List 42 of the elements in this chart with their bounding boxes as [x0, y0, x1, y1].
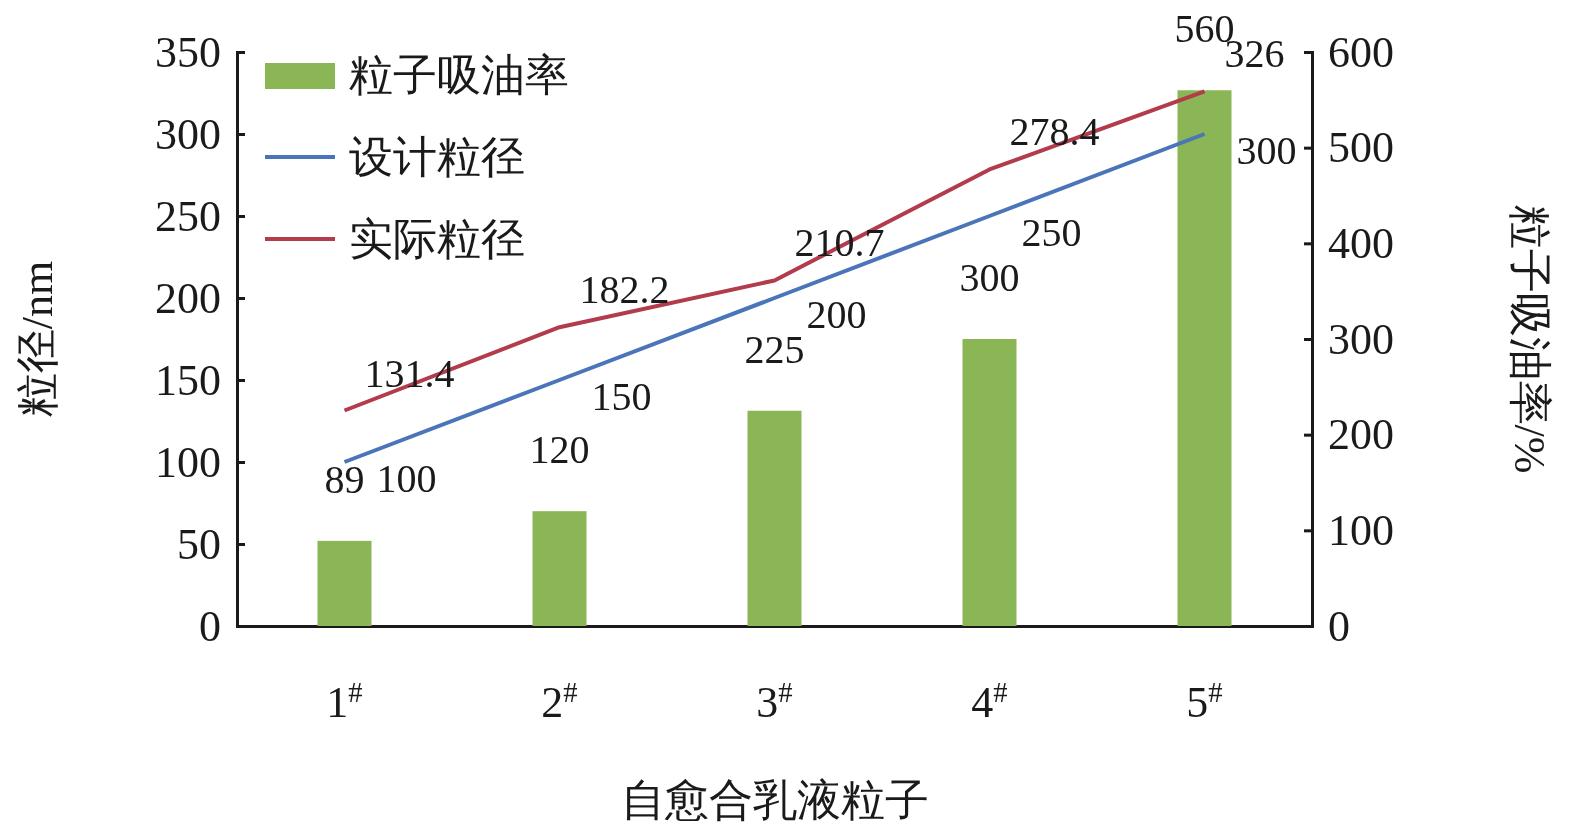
data-label: 225 [744, 326, 805, 372]
x-tick-label: 3$^{#}$ [756, 676, 793, 728]
legend-label: 粒子吸油率 [349, 51, 569, 100]
y2-tick-label: 400 [1328, 218, 1394, 268]
y2-axis-title: 粒子吸油率/% [1505, 204, 1554, 474]
x-tick-label: 4$^{#}$ [971, 676, 1008, 728]
y2-tick-label: 100 [1328, 505, 1394, 555]
data-label: 120 [529, 427, 590, 473]
y2-tick-label: 600 [1328, 27, 1394, 77]
bar [962, 339, 1017, 626]
legend-label: 设计粒径 [349, 133, 525, 182]
y-axis-title: 粒径/nm [13, 260, 62, 418]
data-label: 150 [591, 374, 652, 419]
data-label: 250 [1021, 210, 1082, 255]
data-label: 300 [1236, 128, 1297, 173]
y-tick-label: 150 [155, 355, 221, 405]
x-axis-title: 自愈合乳液粒子 [620, 776, 929, 825]
data-label: 89 [324, 456, 365, 502]
data-label: 278.4 [1009, 109, 1100, 155]
y-tick-label: 350 [155, 27, 221, 77]
y-tick-label: 50 [177, 519, 221, 569]
y2-tick-label: 300 [1328, 314, 1394, 364]
data-label: 300 [959, 255, 1020, 300]
bar [317, 540, 372, 626]
y-tick-label: 300 [155, 109, 221, 159]
y2-tick-label: 500 [1328, 123, 1394, 173]
y-tick-label: 0 [199, 601, 221, 651]
x-tick-label: 5$^{#}$ [1186, 676, 1223, 728]
bar [747, 410, 802, 626]
x-tick-label: 2$^{#}$ [541, 676, 578, 728]
data-label: 200 [806, 292, 867, 337]
y2-tick-label: 0 [1328, 601, 1350, 651]
y-tick-label: 200 [155, 273, 221, 323]
bar [1177, 90, 1232, 626]
data-label: 182.2 [579, 267, 670, 313]
legend-label: 实际粒径 [349, 215, 525, 264]
y-tick-label: 100 [155, 437, 221, 487]
data-label: 100 [376, 456, 437, 501]
y2-tick-label: 200 [1328, 410, 1394, 460]
y-tick-label: 250 [155, 191, 221, 241]
bar [532, 511, 587, 626]
x-tick-label: 1$^{#}$ [326, 676, 363, 728]
